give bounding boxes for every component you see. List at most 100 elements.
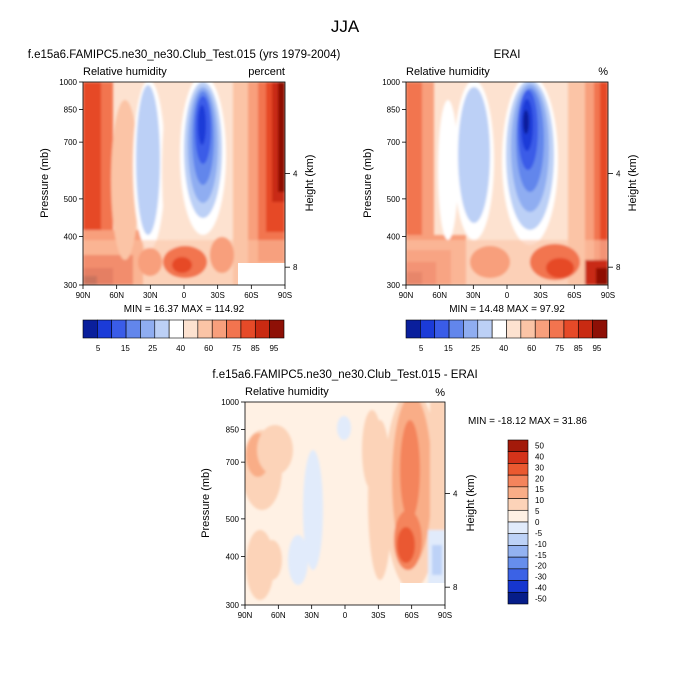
panel-model-title: f.e15a6.FAMIPC5.ne30_ne30.Club_Test.015 … bbox=[28, 49, 341, 61]
panel-obs-ylabel: Pressure (mb) bbox=[362, 148, 374, 218]
colorbar-label: -5 bbox=[535, 529, 543, 538]
panel-model-axes: 90N 60N 30N 0 30S 60S 90S 300 400 500 700 850 1000 8 4 bbox=[59, 78, 298, 300]
colorbar-box bbox=[577, 319, 593, 339]
colorbar-box bbox=[405, 319, 421, 339]
colorbar-box bbox=[507, 533, 529, 546]
colorbar-box bbox=[434, 319, 450, 339]
colorbar-box bbox=[463, 319, 479, 339]
y-tick-label: 700 bbox=[387, 138, 401, 147]
colorbar-box bbox=[507, 580, 529, 593]
colorbar-box bbox=[507, 439, 529, 453]
colorbar-label: -30 bbox=[535, 573, 547, 582]
y-tick-label: 1000 bbox=[59, 78, 77, 87]
colorbar-box bbox=[448, 319, 464, 339]
x-tick-label: 90S bbox=[438, 611, 452, 620]
y-tick-label: 500 bbox=[226, 515, 240, 524]
x-tick-label: 30N bbox=[304, 611, 319, 620]
y-tick-label: 850 bbox=[226, 425, 240, 434]
x-tick-label: 90N bbox=[238, 611, 253, 620]
x-tick-label: 30S bbox=[211, 291, 225, 300]
panel-model-colorbar: 5 15 25 40 60 75 85 95 bbox=[82, 319, 285, 353]
colorbar-box bbox=[97, 319, 113, 339]
colorbar-label: 5 bbox=[96, 344, 101, 353]
colorbar-label: 5 bbox=[419, 344, 424, 353]
colorbar-box bbox=[154, 319, 170, 339]
panel-diff-variable: Relative humidity bbox=[245, 386, 329, 398]
colorbar-label: 95 bbox=[269, 344, 278, 353]
y-tick-label: 300 bbox=[226, 601, 240, 610]
colorbar-box bbox=[507, 509, 529, 523]
colorbar-label: 40 bbox=[176, 344, 185, 353]
colorbar-box bbox=[420, 319, 436, 339]
panel-obs: ERAI Relative humidity % bbox=[362, 49, 639, 353]
x-tick-label: 30S bbox=[534, 291, 548, 300]
colorbar-box bbox=[507, 521, 529, 535]
colorbar-box bbox=[507, 451, 529, 464]
colorbar-label: 75 bbox=[232, 344, 241, 353]
figure-title: JJA bbox=[331, 17, 360, 36]
x-tick-label: 30N bbox=[143, 291, 158, 300]
panel-model: f.e15a6.FAMIPC5.ne30_ne30.Club_Test.015 … bbox=[28, 49, 341, 353]
colorbar-box bbox=[534, 319, 550, 339]
panel-diff-field bbox=[245, 402, 445, 605]
x-tick-label: 60S bbox=[405, 611, 419, 620]
colorbar-label: 95 bbox=[592, 344, 601, 353]
panel-model-variable: Relative humidity bbox=[83, 66, 167, 78]
colorbar-box bbox=[506, 319, 522, 339]
colorbar-label: 60 bbox=[527, 344, 536, 353]
colorbar-box bbox=[477, 319, 493, 339]
colorbar-box bbox=[240, 319, 256, 339]
colorbar-box bbox=[82, 319, 98, 339]
x-tick-label: 90S bbox=[601, 291, 615, 300]
x-tick-label: 0 bbox=[343, 611, 348, 620]
colorbar-label: 25 bbox=[471, 344, 480, 353]
x-tick-label: 90N bbox=[399, 291, 414, 300]
y-tick-label: 1000 bbox=[382, 78, 400, 87]
colorbar-label: 25 bbox=[148, 344, 157, 353]
panel-obs-variable: Relative humidity bbox=[406, 66, 490, 78]
colorbar-box bbox=[507, 498, 529, 511]
panel-obs-axes: 90N 60N 30N 0 30S 60S 90S 300 400 500 700 850 1000 8 4 bbox=[382, 78, 621, 300]
colorbar-label: 40 bbox=[499, 344, 508, 353]
x-tick-label: 60S bbox=[244, 291, 258, 300]
colorbar-label: 15 bbox=[121, 344, 130, 353]
panel-model-ylabel: Pressure (mb) bbox=[39, 148, 51, 218]
y-tick-label: 400 bbox=[387, 232, 401, 241]
colorbar-label: 60 bbox=[204, 344, 213, 353]
x-tick-label: 60S bbox=[567, 291, 581, 300]
y-tick-label: 700 bbox=[64, 138, 78, 147]
panel-diff-units: % bbox=[435, 387, 445, 399]
panel-diff-stats: MIN = -18.12 MAX = 31.86 bbox=[468, 416, 587, 427]
colorbar-label: -50 bbox=[535, 595, 547, 604]
y-tick-label: 300 bbox=[387, 281, 401, 290]
colorbar-box bbox=[197, 319, 213, 339]
colorbar-label: 40 bbox=[535, 452, 544, 461]
colorbar-box bbox=[507, 545, 529, 558]
panel-model-right-ylabel: Height (km) bbox=[304, 155, 316, 212]
colorbar-label: 15 bbox=[535, 485, 544, 494]
panel-diff-axes: 90N 60N 30N 0 30S 60S 90S 300 400 500 700 850 1000 8 4 bbox=[221, 398, 458, 620]
y-tick-label: 500 bbox=[387, 195, 401, 204]
colorbar-label: 5 bbox=[535, 507, 540, 516]
colorbar-box bbox=[226, 319, 242, 339]
colorbar-box bbox=[507, 591, 529, 605]
colorbar-box bbox=[491, 319, 507, 339]
colorbar-label: -40 bbox=[535, 584, 547, 593]
panel-obs-field bbox=[406, 82, 608, 285]
colorbar-label: -10 bbox=[535, 540, 547, 549]
x-tick-label: 0 bbox=[182, 291, 187, 300]
x-tick-label: 0 bbox=[505, 291, 510, 300]
colorbar-box bbox=[507, 474, 529, 488]
y-tick-label: 1000 bbox=[221, 398, 239, 407]
colorbar-label: 20 bbox=[535, 474, 544, 483]
y-tick-label: 700 bbox=[226, 458, 240, 467]
x-tick-label: 90S bbox=[278, 291, 292, 300]
colorbar-box bbox=[507, 556, 529, 570]
panel-model-units: percent bbox=[248, 66, 285, 78]
x-tick-label: 90N bbox=[76, 291, 91, 300]
colorbar-box bbox=[549, 319, 565, 339]
x-tick-label: 60N bbox=[432, 291, 447, 300]
x-tick-label: 60N bbox=[109, 291, 124, 300]
